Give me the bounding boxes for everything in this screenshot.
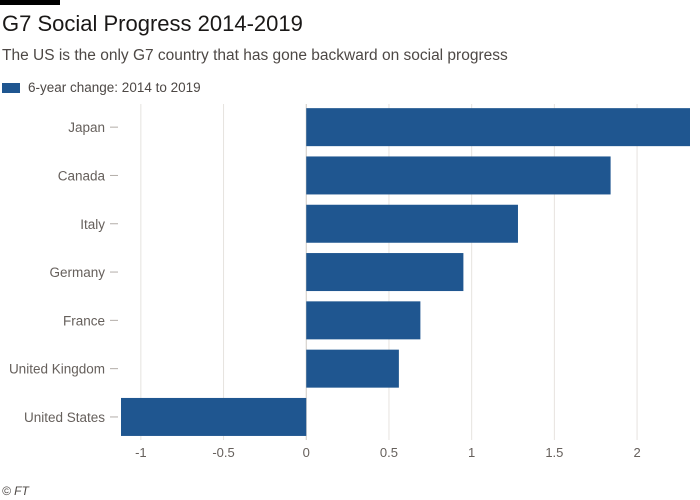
x-tick-label: 2 xyxy=(633,445,640,460)
bar-japan xyxy=(306,108,690,147)
bar-italy xyxy=(306,204,518,243)
bar-france xyxy=(306,301,421,340)
x-axis-ticks: -1 -0.5 0 0.5 1 1.5 2 xyxy=(135,445,641,460)
x-tick-label: -0.5 xyxy=(212,445,234,460)
legend-swatch xyxy=(2,82,20,93)
category-label: France xyxy=(63,313,105,328)
chart-subtitle: The US is the only G7 country that has g… xyxy=(2,47,508,64)
chart-legend: 6-year change: 2014 to 2019 xyxy=(2,80,201,95)
x-tick-label: 1 xyxy=(468,445,475,460)
brand-top-bar xyxy=(0,0,60,5)
category-label: Italy xyxy=(80,217,105,232)
source-credit: © FT xyxy=(2,484,29,498)
category-label: Canada xyxy=(58,168,106,183)
category-label: United Kingdom xyxy=(9,362,105,377)
bar-united-kingdom xyxy=(306,349,399,388)
bar-germany xyxy=(306,253,464,292)
category-labels: Japan Canada Italy Germany France United King… xyxy=(9,120,118,425)
category-label: United States xyxy=(24,410,105,425)
bars xyxy=(121,108,690,436)
bar-canada xyxy=(306,156,611,195)
x-tick-label: 0.5 xyxy=(380,445,398,460)
category-label: Japan xyxy=(68,120,105,135)
bar-united-states xyxy=(121,397,307,436)
x-tick-label: 1.5 xyxy=(545,445,563,460)
x-tick-label: 0 xyxy=(303,445,310,460)
x-tick-label: -1 xyxy=(135,445,147,460)
chart-title: G7 Social Progress 2014-2019 xyxy=(2,11,303,36)
category-label: Germany xyxy=(49,265,105,280)
legend-label: 6-year change: 2014 to 2019 xyxy=(28,80,201,95)
